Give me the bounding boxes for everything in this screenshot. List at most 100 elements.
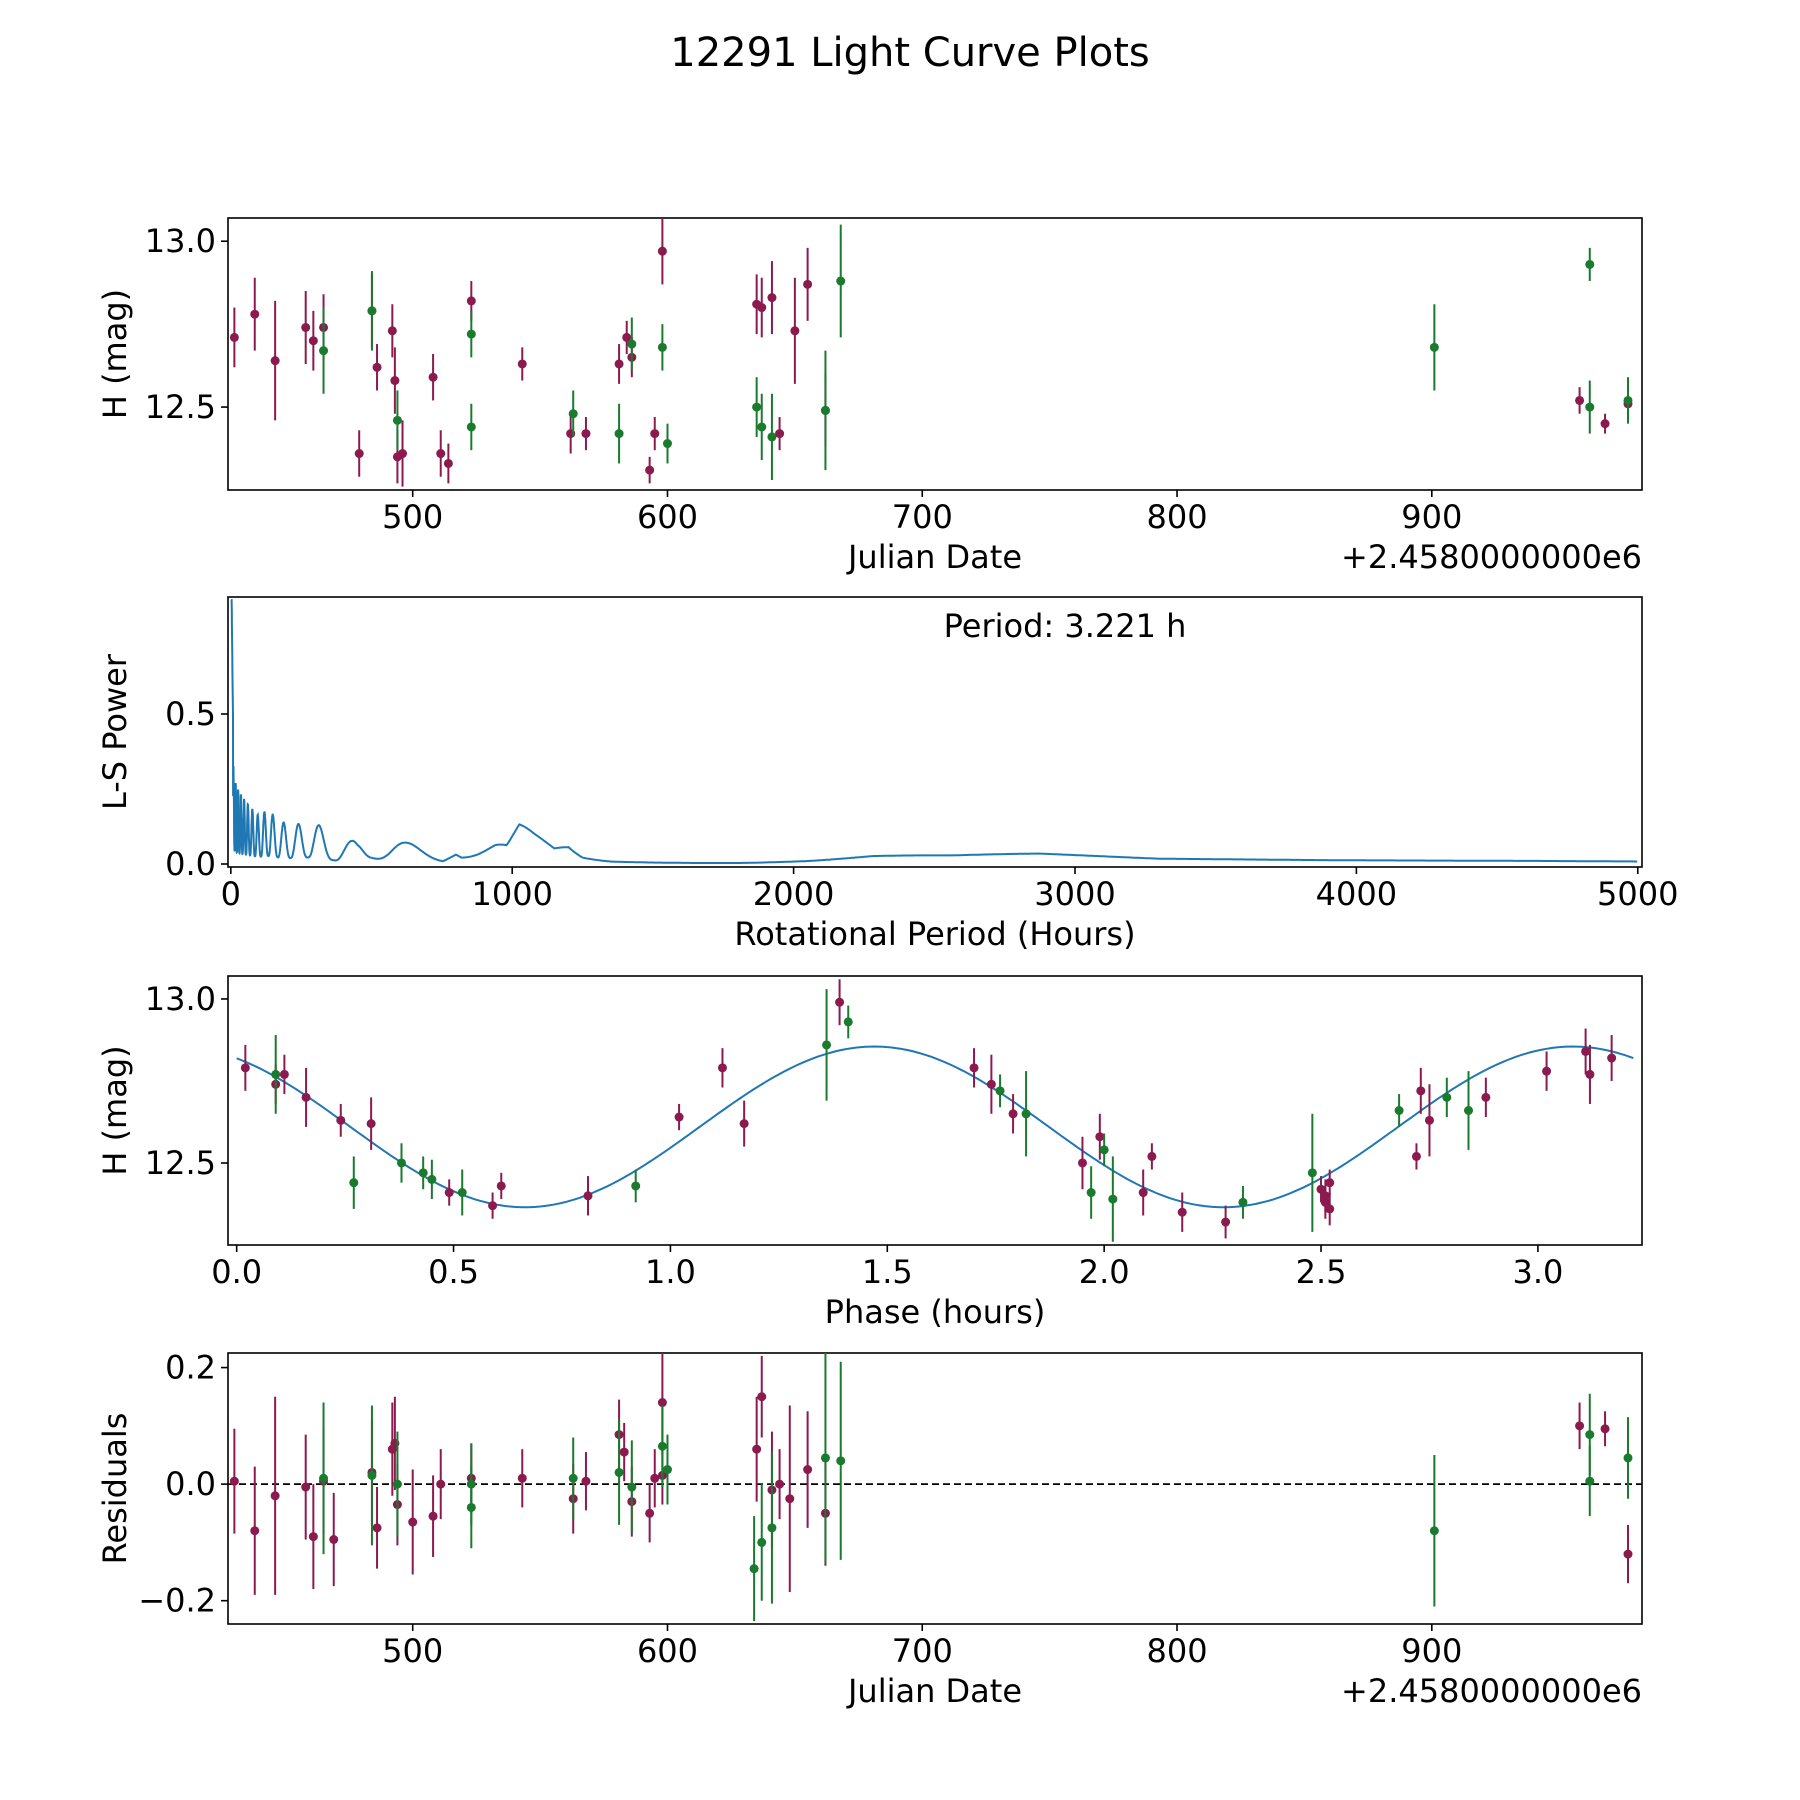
y-axis-label: H (mag): [96, 289, 134, 419]
data-point: [1585, 259, 1595, 269]
panel-residuals: 500 600 700 800 900 −0.2 0.0 0.2 Julian Date Resi…: [96, 1349, 1643, 1710]
data-point: [301, 1482, 311, 1492]
plot-frame: [227, 975, 1643, 1246]
data-point: [757, 1392, 767, 1402]
panel-periodogram: 0 1000 2000 3000 4000 5000 0.0 0.5 Rotational Pe…: [96, 596, 1678, 953]
data-point: [301, 1092, 311, 1102]
data-point: [835, 997, 845, 1007]
data-point: [1138, 1188, 1148, 1198]
data-point: [752, 1444, 762, 1454]
data-point: [790, 326, 800, 336]
panel-light-curve: 500 600 700 800 900 12.5 13.0 Julian Date H (mag…: [96, 217, 1643, 576]
plot-frame: [227, 1352, 1643, 1625]
y-tick-label: 12.5: [145, 1144, 216, 1182]
y-tick-label: 12.5: [145, 388, 216, 426]
data-point: [349, 1178, 359, 1188]
x-tick-label: 600: [637, 1632, 698, 1670]
data-point: [1325, 1204, 1335, 1214]
data-point: [1623, 1453, 1633, 1463]
data-point: [1008, 1109, 1018, 1119]
data-point: [418, 1168, 428, 1178]
data-point: [775, 429, 785, 439]
data-point: [428, 372, 438, 382]
data-point: [1416, 1086, 1426, 1096]
data-point: [581, 1476, 591, 1486]
data-point: [270, 1491, 280, 1501]
data-point: [631, 1181, 641, 1191]
x-tick-label: 2.0: [1079, 1253, 1130, 1291]
y-axis-label: H (mag): [96, 1045, 134, 1175]
data-point: [1623, 1549, 1633, 1559]
data-point: [1316, 1184, 1326, 1194]
data-point: [270, 356, 280, 366]
data-point: [986, 1079, 996, 1089]
data-point: [1585, 1069, 1595, 1079]
data-point: [436, 449, 446, 459]
data-point: [1099, 1145, 1109, 1155]
data-point: [488, 1201, 498, 1211]
data-point: [583, 1191, 593, 1201]
data-point: [645, 1508, 655, 1518]
data-point: [336, 1115, 346, 1125]
data-point: [396, 1158, 406, 1168]
data-point: [1585, 402, 1595, 412]
x-tick-label: 2000: [753, 875, 834, 913]
data-point: [1585, 1430, 1595, 1440]
model-curve: [236, 1045, 1634, 1209]
data-point: [614, 1467, 624, 1477]
y-tick-label: −0.2: [138, 1582, 216, 1620]
data-point: [1481, 1092, 1491, 1102]
data-point: [657, 246, 667, 256]
x-tick-label: 1000: [471, 875, 552, 913]
data-point: [1585, 1476, 1595, 1486]
data-point: [496, 1181, 506, 1191]
data-point: [1429, 342, 1439, 352]
y-tick-label: 13.0: [145, 980, 216, 1018]
data-point: [1095, 1132, 1105, 1142]
data-point: [1581, 1046, 1591, 1056]
data-point: [803, 1465, 813, 1475]
x-tick-label: 2.5: [1296, 1253, 1347, 1291]
x-tick-label: 3.0: [1512, 1253, 1563, 1291]
data-point: [444, 1188, 454, 1198]
data-point: [1077, 1158, 1087, 1168]
data-point: [657, 1441, 667, 1451]
data-point: [457, 1188, 467, 1198]
data-point: [785, 1494, 795, 1504]
data-point: [717, 1063, 727, 1073]
data-point: [301, 322, 311, 332]
data-point: [366, 1119, 376, 1129]
x-tick-label: 500: [382, 1632, 443, 1670]
data-point: [662, 1465, 672, 1475]
data-point: [240, 1063, 250, 1073]
data-point: [1464, 1106, 1474, 1115]
data-point: [568, 409, 578, 419]
x-tick-label: 1.0: [645, 1253, 696, 1291]
data-point: [428, 1511, 438, 1521]
data-point: [1575, 395, 1585, 405]
data-point: [1325, 1178, 1335, 1188]
data-point: [308, 336, 318, 346]
data-point: [372, 1523, 382, 1533]
data-point: [614, 429, 624, 439]
data-point: [739, 1119, 749, 1129]
x-axis-label: Phase (hours): [825, 1293, 1046, 1331]
data-point: [1177, 1207, 1187, 1217]
x-tick-label: 900: [1401, 1632, 1462, 1670]
data-point: [1442, 1092, 1452, 1102]
data-point: [1086, 1188, 1096, 1198]
y-tick-label: 13.0: [145, 222, 216, 260]
data-point: [1429, 1526, 1439, 1536]
x-tick-label: 900: [1401, 498, 1462, 536]
data-point: [820, 405, 830, 415]
data-point: [390, 376, 400, 386]
y-tick-label: 0.0: [165, 845, 216, 883]
data-point: [1394, 1106, 1404, 1115]
data-point: [517, 1473, 527, 1483]
data-point: [1147, 1151, 1157, 1161]
data-point: [767, 293, 777, 303]
data-point: [627, 339, 637, 349]
panel-phase-plot: 0.0 0.5 1.0 1.5 2.0 2.5 3.0 12.5 13.0 Phase (hour…: [96, 975, 1643, 1331]
data-point: [466, 329, 476, 339]
data-point: [372, 362, 382, 372]
